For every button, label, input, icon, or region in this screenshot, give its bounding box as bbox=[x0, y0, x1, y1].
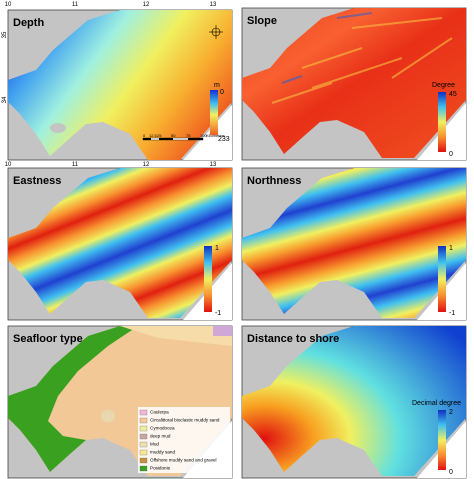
scale-bottom: -1 bbox=[215, 310, 221, 317]
scale-unit: Kilometers bbox=[206, 133, 225, 138]
legend-label: Posidonie bbox=[150, 466, 171, 471]
slope-panel: Slope Degree 45 0 bbox=[241, 7, 467, 161]
seafloor-panel: Seafloor type Caulerpa Circalittoral bio… bbox=[7, 325, 233, 479]
lon-label: 11 bbox=[72, 162, 79, 168]
panel-title: Eastness bbox=[13, 175, 61, 187]
scale-top: 1 bbox=[215, 245, 219, 252]
scale-top: 0 bbox=[220, 89, 224, 96]
panel-title: Northness bbox=[247, 175, 301, 187]
scale-tick: 12.5 bbox=[149, 133, 158, 138]
panel-title: Depth bbox=[13, 17, 44, 29]
panel-title: Distance to shore bbox=[247, 333, 339, 345]
legend-label: Offshore muddy sand and gravel bbox=[150, 458, 217, 463]
lon-label: 13 bbox=[210, 2, 217, 8]
eastness-panel: Eastness 1 -1 bbox=[7, 167, 233, 321]
unit: Degree bbox=[432, 82, 455, 89]
scale-tick: 50 bbox=[171, 133, 176, 138]
lon-label: 13 bbox=[210, 162, 217, 168]
lat-label: 34 bbox=[2, 96, 8, 103]
scale-top: 45 bbox=[449, 91, 457, 98]
legend-label: Circalittoral bioclastic muddy sand bbox=[150, 418, 220, 423]
legend-label: Mud bbox=[150, 442, 159, 447]
lon-label: 12 bbox=[143, 2, 150, 8]
distance-panel: Distance to shore Decimal degree 2 0 bbox=[241, 325, 467, 479]
legend: Caulerpa Circalittoral bioclastic muddy … bbox=[138, 407, 230, 473]
lon-label: 10 bbox=[5, 2, 12, 8]
lat-label: 35 bbox=[2, 31, 8, 38]
legend-label: Caulerpa bbox=[150, 410, 169, 415]
unit: Decimal degree bbox=[412, 400, 461, 407]
lon-label: 10 bbox=[5, 162, 12, 168]
northness-panel: Northness 1 -1 bbox=[241, 167, 467, 321]
lon-label: 11 bbox=[72, 2, 79, 8]
scale-tick: 75 bbox=[186, 133, 191, 138]
scale-tick: 25 bbox=[157, 133, 162, 138]
legend-label: muddy sand bbox=[150, 450, 175, 455]
scale-bottom: 0 bbox=[449, 469, 453, 476]
panel-title: Slope bbox=[247, 15, 277, 27]
legend-label: Cymodocea bbox=[150, 426, 175, 431]
scale-bottom: 0 bbox=[449, 151, 453, 158]
lon-label: 12 bbox=[143, 162, 150, 168]
legend-label: deep mud bbox=[150, 434, 171, 439]
scale-bottom: 233 bbox=[218, 136, 230, 143]
scale-tick: 100 bbox=[200, 133, 207, 138]
scale-top: 1 bbox=[449, 245, 453, 252]
scale-bottom: -1 bbox=[449, 310, 455, 317]
scale-tick: 0 bbox=[143, 133, 146, 138]
unit: m bbox=[214, 82, 220, 89]
panel-title: Seafloor type bbox=[13, 333, 83, 345]
scale-top: 2 bbox=[449, 409, 453, 416]
depth-panel: Depth m 0 233 0 12.5 25 50 75 100 Kilome… bbox=[7, 9, 233, 161]
